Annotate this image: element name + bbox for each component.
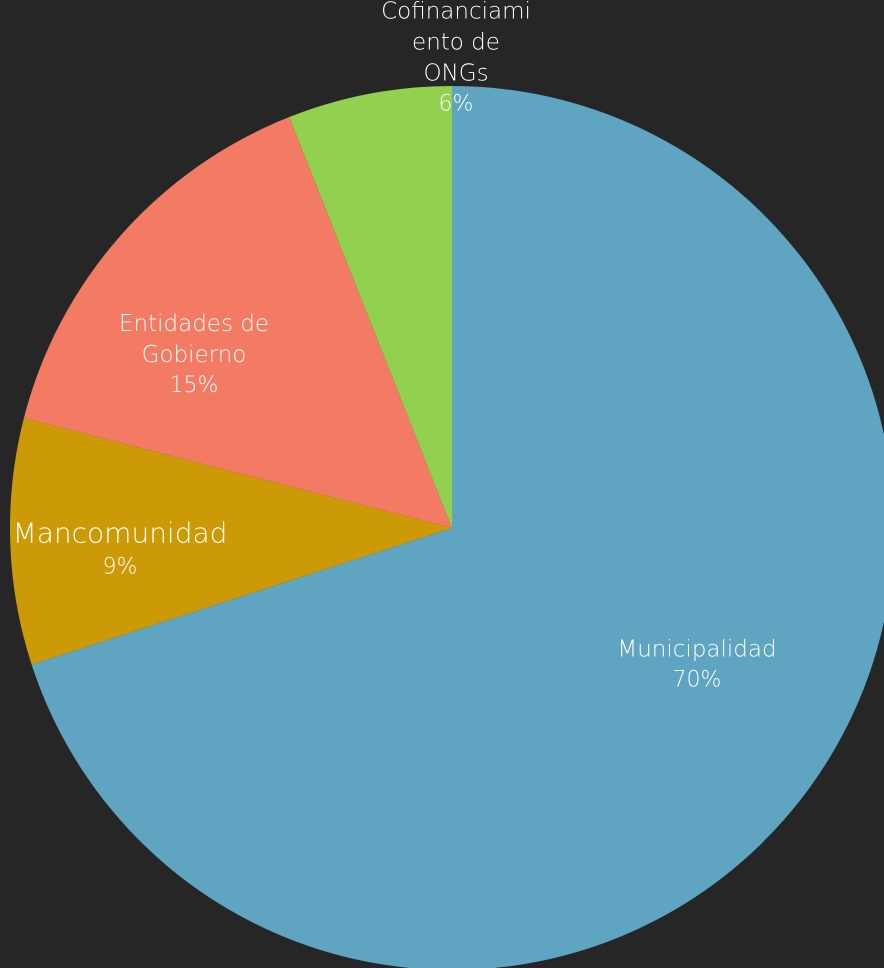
pie-slice (31, 86, 884, 968)
value-label: 70% (672, 667, 722, 693)
category-label: Mancomunidad (12, 516, 228, 550)
data-label: Entidades de Gobierno 15% (79, 309, 309, 401)
value-label: 9% (102, 554, 138, 580)
data-label: Cofinanciamiento de ONGs 6% (376, 0, 536, 119)
category-label: Entidades de Gobierno (118, 311, 269, 369)
data-label: Mancomunidad 9% (5, 514, 235, 581)
pie-slice (289, 86, 452, 528)
value-label: 15% (169, 373, 219, 399)
data-label: Municipalidad 70% (567, 635, 827, 696)
category-label: Municipalidad (617, 636, 777, 663)
category-label: Cofinanciamiento de ONGs (381, 0, 531, 87)
value-label: 6% (438, 91, 474, 117)
pie-slice (10, 418, 452, 665)
pie-slice (23, 117, 453, 529)
